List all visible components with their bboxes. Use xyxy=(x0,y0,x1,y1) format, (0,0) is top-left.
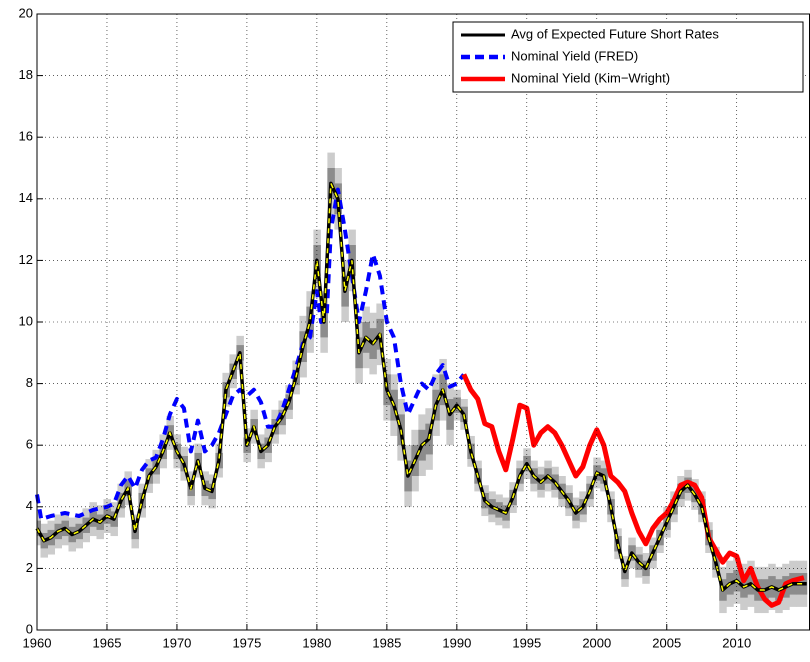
y-tick-label: 2 xyxy=(26,560,33,575)
x-tick-label: 1980 xyxy=(302,635,331,650)
x-tick-label: 1975 xyxy=(232,635,261,650)
x-tick-label: 2005 xyxy=(652,635,681,650)
legend-label: Avg of Expected Future Short Rates xyxy=(511,26,719,41)
x-tick-label: 1960 xyxy=(23,635,52,650)
legend-label: Nominal Yield (Kim−Wright) xyxy=(511,70,670,85)
y-tick-label: 12 xyxy=(19,252,33,267)
uncertainty-band xyxy=(37,520,41,537)
x-tick-label: 1995 xyxy=(512,635,541,650)
y-tick-label: 0 xyxy=(26,621,33,636)
x-tick-label: 1990 xyxy=(442,635,471,650)
y-tick-label: 8 xyxy=(26,375,33,390)
x-tick-label: 2000 xyxy=(582,635,611,650)
y-tick-label: 18 xyxy=(19,67,33,82)
x-tick-label: 2010 xyxy=(722,635,751,650)
series-line xyxy=(35,187,466,522)
y-tick-label: 6 xyxy=(26,437,33,452)
y-tick-label: 14 xyxy=(19,190,33,205)
y-tick-label: 20 xyxy=(19,5,33,20)
series-line xyxy=(461,373,805,608)
legend-box xyxy=(452,21,804,93)
y-tick-label: 4 xyxy=(26,498,33,513)
x-tick-label: 1970 xyxy=(162,635,191,650)
x-tick-label: 1985 xyxy=(372,635,401,650)
y-tick-label: 10 xyxy=(19,313,33,328)
y-tick-label: 16 xyxy=(19,129,33,144)
x-tick-label: 1965 xyxy=(93,635,122,650)
legend-label: Nominal Yield (FRED) xyxy=(511,48,638,63)
